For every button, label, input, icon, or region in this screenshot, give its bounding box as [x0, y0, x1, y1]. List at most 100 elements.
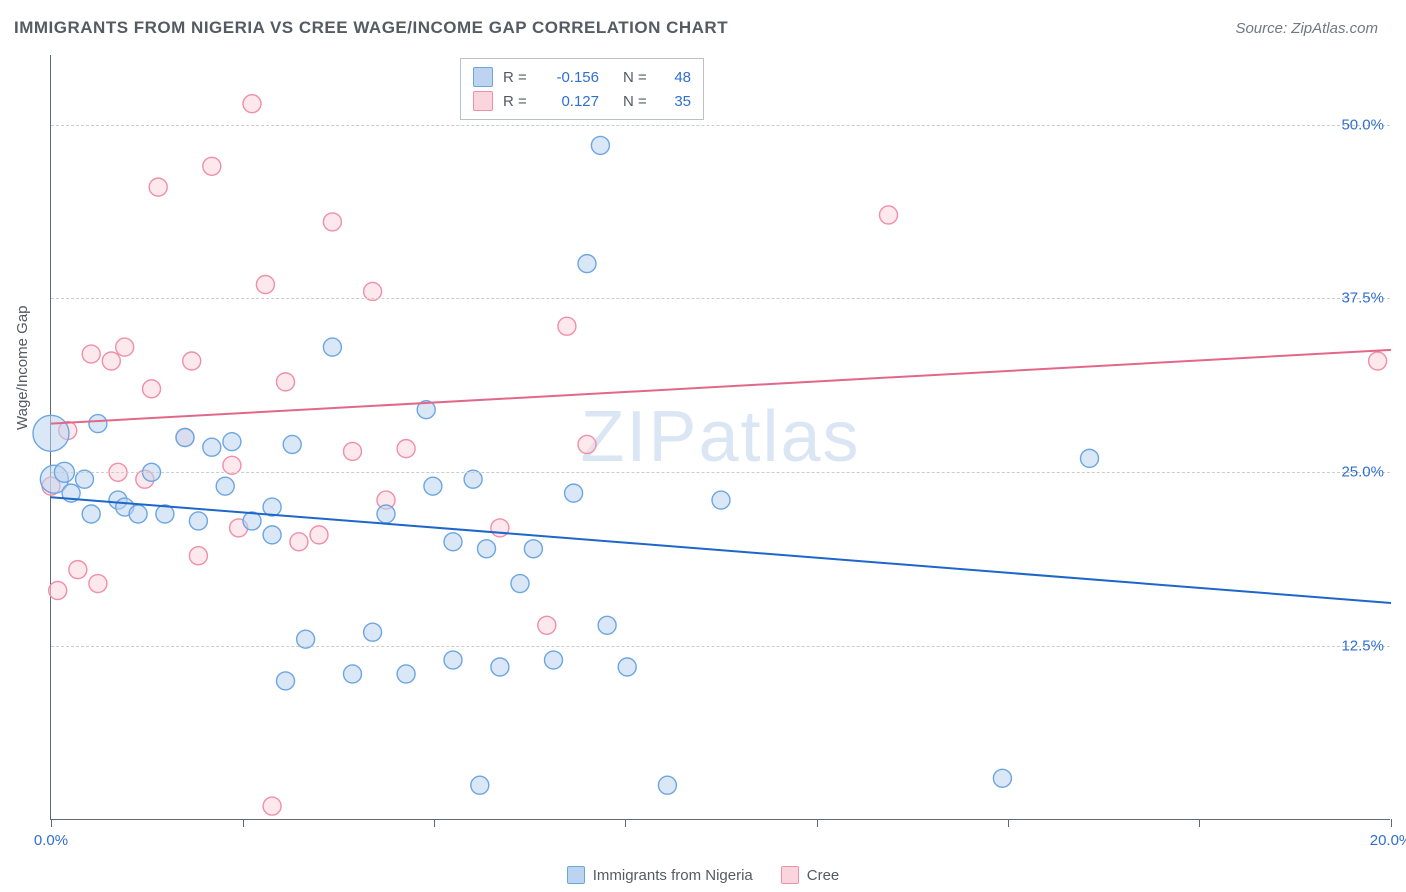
data-point — [491, 658, 509, 676]
x-tick — [1391, 819, 1392, 827]
y-tick-label: 50.0% — [1341, 116, 1384, 133]
data-point — [712, 491, 730, 509]
n-label: N = — [623, 93, 653, 110]
data-point — [323, 213, 341, 231]
data-point — [478, 540, 496, 558]
data-point — [89, 575, 107, 593]
data-point — [102, 352, 120, 370]
data-point — [189, 547, 207, 565]
data-point — [880, 206, 898, 224]
r-label: R = — [503, 93, 533, 110]
correlation-legend: R = -0.156 N = 48 R = 0.127 N = 35 — [460, 58, 704, 120]
chart-svg — [51, 55, 1390, 819]
data-point — [598, 616, 616, 634]
data-point — [444, 651, 462, 669]
data-point — [149, 178, 167, 196]
data-point — [69, 561, 87, 579]
data-point — [49, 582, 67, 600]
x-tick-label: 0.0% — [34, 832, 68, 849]
legend-item: Cree — [781, 866, 840, 884]
legend-swatch — [473, 67, 493, 87]
x-tick-label: 20.0% — [1370, 832, 1406, 849]
n-value: 35 — [663, 93, 691, 110]
data-point — [471, 776, 489, 794]
data-point — [82, 505, 100, 523]
data-point — [545, 651, 563, 669]
data-point — [116, 338, 134, 356]
data-point — [277, 373, 295, 391]
x-tick — [1008, 819, 1009, 827]
data-point — [1369, 352, 1387, 370]
data-point — [444, 533, 462, 551]
data-point — [263, 797, 281, 815]
x-tick — [243, 819, 244, 827]
y-axis-title: Wage/Income Gap — [14, 305, 31, 430]
data-point — [591, 136, 609, 154]
data-point — [189, 512, 207, 530]
legend-swatch — [567, 866, 585, 884]
correlation-row: R = -0.156 N = 48 — [473, 65, 691, 89]
data-point — [310, 526, 328, 544]
n-label: N = — [623, 69, 653, 86]
x-tick — [434, 819, 435, 827]
data-point — [263, 526, 281, 544]
data-point — [283, 435, 301, 453]
correlation-row: R = 0.127 N = 35 — [473, 89, 691, 113]
y-tick-label: 12.5% — [1341, 638, 1384, 655]
legend-label: Immigrants from Nigeria — [593, 867, 753, 884]
data-point — [397, 440, 415, 458]
data-point — [243, 95, 261, 113]
x-tick — [51, 819, 52, 827]
x-tick — [817, 819, 818, 827]
data-point — [658, 776, 676, 794]
data-point — [203, 438, 221, 456]
data-point — [558, 317, 576, 335]
data-point — [578, 255, 596, 273]
data-point — [33, 415, 69, 451]
data-point — [538, 616, 556, 634]
n-value: 48 — [663, 69, 691, 86]
data-point — [176, 429, 194, 447]
gridline — [51, 646, 1390, 647]
data-point — [82, 345, 100, 363]
data-point — [364, 623, 382, 641]
chart-title: IMMIGRANTS FROM NIGERIA VS CREE WAGE/INC… — [14, 18, 728, 38]
data-point — [89, 415, 107, 433]
y-tick-label: 37.5% — [1341, 290, 1384, 307]
data-point — [216, 477, 234, 495]
data-point — [323, 338, 341, 356]
r-value: 0.127 — [543, 93, 599, 110]
y-tick-label: 25.0% — [1341, 464, 1384, 481]
data-point — [578, 435, 596, 453]
data-point — [565, 484, 583, 502]
data-point — [290, 533, 308, 551]
x-tick — [625, 819, 626, 827]
data-point — [397, 665, 415, 683]
legend-swatch — [473, 91, 493, 111]
data-point — [256, 276, 274, 294]
r-label: R = — [503, 69, 533, 86]
data-point — [424, 477, 442, 495]
data-point — [223, 433, 241, 451]
data-point — [143, 380, 161, 398]
data-point — [277, 672, 295, 690]
data-point — [1081, 449, 1099, 467]
data-point — [344, 665, 362, 683]
data-point — [993, 769, 1011, 787]
data-point — [618, 658, 636, 676]
x-tick — [1199, 819, 1200, 827]
trend-line — [51, 497, 1391, 603]
data-point — [183, 352, 201, 370]
legend-swatch — [781, 866, 799, 884]
gridline — [51, 125, 1390, 126]
legend-item: Immigrants from Nigeria — [567, 866, 753, 884]
trend-line — [51, 350, 1391, 424]
data-point — [344, 442, 362, 460]
r-value: -0.156 — [543, 69, 599, 86]
legend-label: Cree — [807, 867, 840, 884]
data-point — [377, 505, 395, 523]
data-point — [203, 157, 221, 175]
plot-area: ZIPatlas 12.5%25.0%37.5%50.0%0.0%20.0% — [50, 55, 1390, 820]
gridline — [51, 298, 1390, 299]
data-point — [524, 540, 542, 558]
